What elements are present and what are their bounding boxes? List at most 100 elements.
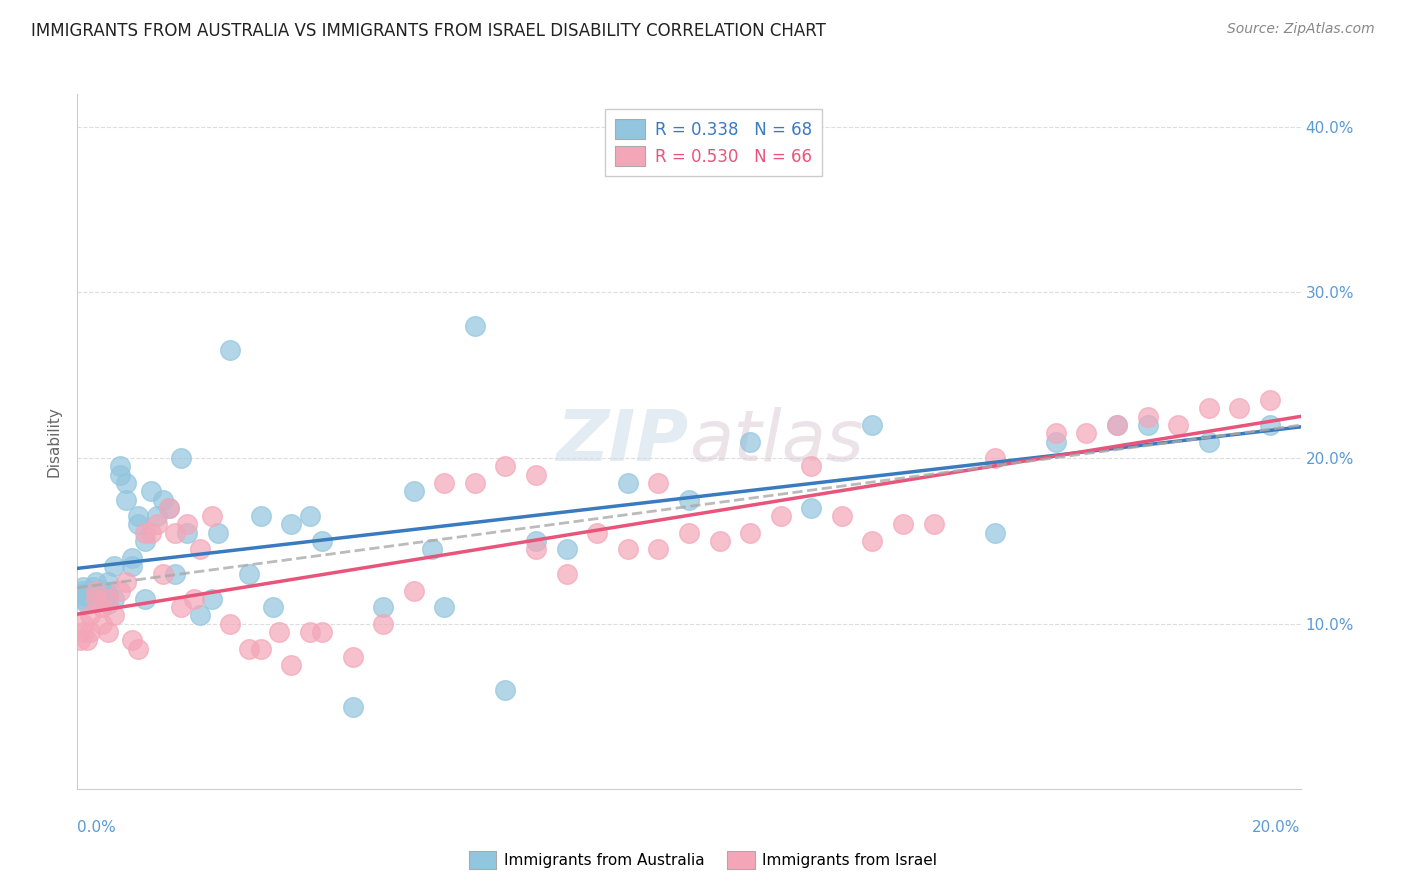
Point xyxy=(201,591,224,606)
Point xyxy=(342,649,364,664)
Point xyxy=(97,575,120,590)
Point xyxy=(831,509,853,524)
Point xyxy=(280,517,302,532)
Point xyxy=(115,475,138,490)
Point xyxy=(165,525,187,540)
Point xyxy=(862,417,884,432)
Point xyxy=(1258,417,1281,432)
Point xyxy=(524,467,547,482)
Point xyxy=(555,542,578,557)
Point xyxy=(139,484,162,499)
Point xyxy=(420,542,443,557)
Point xyxy=(128,517,150,532)
Point xyxy=(79,608,101,623)
Point xyxy=(134,533,156,548)
Point xyxy=(84,591,107,606)
Text: Source: ZipAtlas.com: Source: ZipAtlas.com xyxy=(1227,22,1375,37)
Point xyxy=(73,587,96,601)
Point xyxy=(157,500,180,515)
Point xyxy=(79,625,101,640)
Point xyxy=(90,591,112,605)
Point xyxy=(740,434,762,449)
Point xyxy=(97,625,120,640)
Point xyxy=(188,542,211,557)
Point xyxy=(72,580,94,594)
Point xyxy=(84,591,107,606)
Point xyxy=(176,525,198,540)
Point xyxy=(176,517,198,532)
Point xyxy=(800,500,823,515)
Point xyxy=(70,583,93,598)
Point xyxy=(464,318,486,333)
Point xyxy=(121,558,143,573)
Point xyxy=(1229,401,1251,416)
Point xyxy=(862,533,884,548)
Point xyxy=(207,525,229,540)
Point xyxy=(69,633,91,648)
Point xyxy=(219,616,242,631)
Point xyxy=(311,533,333,548)
Text: IMMIGRANTS FROM AUSTRALIA VS IMMIGRANTS FROM ISRAEL DISABILITY CORRELATION CHART: IMMIGRANTS FROM AUSTRALIA VS IMMIGRANTS … xyxy=(31,22,825,40)
Point xyxy=(82,580,104,594)
Point xyxy=(108,583,131,598)
Point xyxy=(984,451,1007,466)
Y-axis label: Disability: Disability xyxy=(46,406,62,477)
Point xyxy=(97,591,120,606)
Point xyxy=(709,533,731,548)
Text: ZIP: ZIP xyxy=(557,407,689,476)
Point xyxy=(1045,426,1067,441)
Point xyxy=(298,509,321,524)
Point xyxy=(1198,434,1220,449)
Point xyxy=(115,575,138,590)
Point xyxy=(495,459,517,474)
Point xyxy=(72,616,94,631)
Point xyxy=(586,525,609,540)
Point xyxy=(90,591,112,606)
Point xyxy=(170,600,193,615)
Point xyxy=(157,500,180,515)
Point xyxy=(183,591,205,606)
Point xyxy=(152,567,174,582)
Point xyxy=(617,475,640,490)
Point xyxy=(800,459,823,474)
Text: atlas: atlas xyxy=(689,407,863,476)
Point xyxy=(139,525,162,540)
Point xyxy=(311,625,333,640)
Point xyxy=(891,517,914,532)
Point xyxy=(84,583,107,598)
Legend: R = 0.338   N = 68, R = 0.530   N = 66: R = 0.338 N = 68, R = 0.530 N = 66 xyxy=(605,109,823,177)
Point xyxy=(678,525,700,540)
Point xyxy=(188,608,211,623)
Point xyxy=(79,583,101,598)
Point xyxy=(1258,393,1281,408)
Point xyxy=(79,591,101,606)
Point xyxy=(269,625,291,640)
Point xyxy=(1045,434,1067,449)
Point xyxy=(1167,417,1189,432)
Point xyxy=(108,459,131,474)
Point xyxy=(524,542,547,557)
Point xyxy=(1136,417,1159,432)
Point xyxy=(90,583,112,598)
Point xyxy=(103,558,125,573)
Point xyxy=(647,542,669,557)
Point xyxy=(402,583,425,598)
Point xyxy=(342,699,364,714)
Point xyxy=(84,575,107,590)
Point xyxy=(769,509,792,524)
Point xyxy=(433,475,456,490)
Point xyxy=(152,492,174,507)
Point xyxy=(170,451,193,466)
Point xyxy=(97,587,120,601)
Point xyxy=(201,509,224,524)
Point xyxy=(97,597,120,611)
Point xyxy=(464,475,486,490)
Point xyxy=(238,567,260,582)
Point xyxy=(1076,426,1098,441)
Point xyxy=(134,525,156,540)
Point xyxy=(80,587,103,601)
Point xyxy=(84,587,107,601)
Point xyxy=(524,533,547,548)
Point xyxy=(984,525,1007,540)
Point xyxy=(298,625,321,640)
